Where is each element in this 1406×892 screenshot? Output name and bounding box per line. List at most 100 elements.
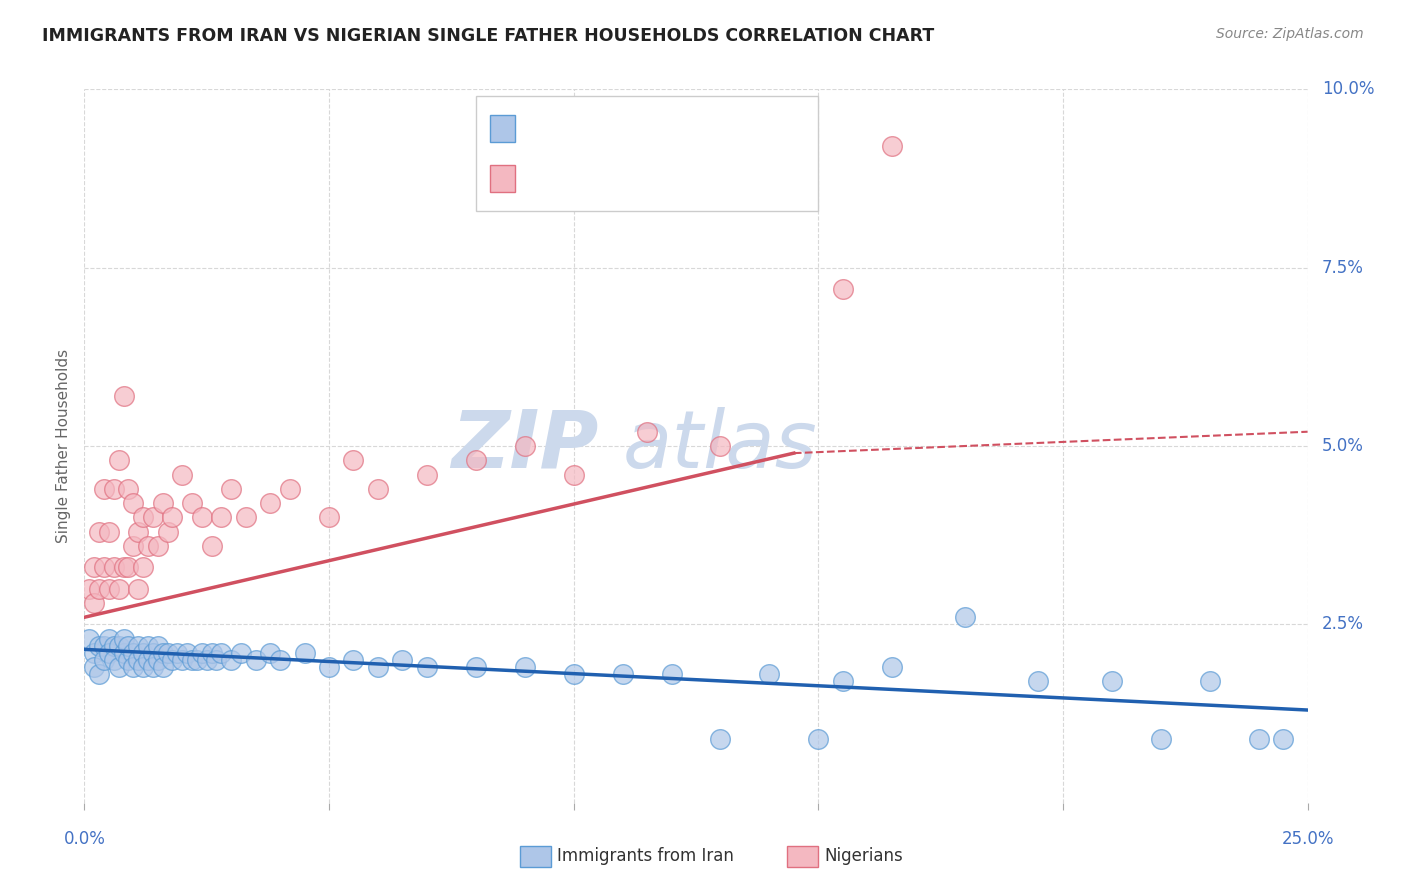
Point [112, 389, 135, 403]
Point [219, 482, 242, 496]
Point [122, 539, 145, 553]
Point [146, 653, 169, 667]
Point [152, 496, 174, 510]
Point [219, 653, 242, 667]
Point [1198, 674, 1220, 689]
Point [367, 660, 389, 674]
Point [235, 510, 257, 524]
Point [416, 660, 439, 674]
Point [953, 610, 976, 624]
Text: Nigerians: Nigerians [824, 847, 903, 865]
Point [661, 667, 683, 681]
Point [229, 646, 252, 660]
Point [181, 496, 204, 510]
Point [136, 639, 159, 653]
Text: 5.0%: 5.0% [1322, 437, 1364, 455]
Point [391, 653, 413, 667]
Point [93, 653, 115, 667]
Text: 25.0%: 25.0% [1281, 830, 1334, 847]
Point [172, 653, 194, 667]
Point [127, 639, 149, 653]
Point [176, 646, 198, 660]
Point [122, 646, 145, 660]
Point [132, 646, 155, 660]
Point [117, 653, 139, 667]
Point [1101, 674, 1123, 689]
Point [107, 453, 129, 467]
Text: IMMIGRANTS FROM IRAN VS NIGERIAN SINGLE FATHER HOUSEHOLDS CORRELATION CHART: IMMIGRANTS FROM IRAN VS NIGERIAN SINGLE … [42, 27, 935, 45]
Point [191, 510, 214, 524]
Point [117, 482, 139, 496]
Point [1150, 731, 1173, 746]
Point [162, 510, 184, 524]
Point [103, 482, 125, 496]
Point [166, 646, 188, 660]
Text: atlas: atlas [623, 407, 817, 485]
Point [1272, 731, 1295, 746]
Point [562, 667, 585, 681]
Text: Source: ZipAtlas.com: Source: ZipAtlas.com [1216, 27, 1364, 41]
Point [122, 660, 145, 674]
Point [612, 667, 634, 681]
Point [1028, 674, 1050, 689]
Point [513, 660, 536, 674]
Point [132, 510, 155, 524]
Point [416, 467, 439, 482]
Point [200, 646, 222, 660]
Point [132, 560, 155, 574]
Point [636, 425, 658, 439]
Point [83, 660, 105, 674]
Point [259, 496, 281, 510]
Point [318, 510, 340, 524]
Point [807, 731, 830, 746]
Point [107, 660, 129, 674]
Point [127, 582, 149, 596]
Point [83, 596, 105, 610]
Point [112, 632, 135, 646]
Point [172, 467, 194, 482]
Point [146, 639, 169, 653]
Point [107, 582, 129, 596]
Point [464, 660, 486, 674]
Point [709, 439, 731, 453]
Point [880, 139, 903, 153]
Point [77, 582, 100, 596]
Point [142, 660, 165, 674]
Point [136, 539, 159, 553]
Point [83, 646, 105, 660]
Point [83, 560, 105, 574]
Point [195, 653, 218, 667]
Point [97, 632, 120, 646]
Point [103, 653, 125, 667]
Text: Immigrants from Iran: Immigrants from Iran [557, 847, 734, 865]
Text: 0.0%: 0.0% [63, 830, 105, 847]
Y-axis label: Single Father Households: Single Father Households [56, 349, 72, 543]
Point [103, 639, 125, 653]
Point [152, 646, 174, 660]
Point [259, 646, 281, 660]
Point [186, 653, 208, 667]
Point [367, 482, 389, 496]
Point [87, 524, 110, 539]
Point [132, 660, 155, 674]
Point [209, 646, 232, 660]
Point [1247, 731, 1270, 746]
Point [156, 646, 179, 660]
Point [156, 524, 179, 539]
Point [87, 582, 110, 596]
Point [342, 653, 364, 667]
Point [278, 482, 301, 496]
Point [318, 660, 340, 674]
Point [294, 646, 316, 660]
Point [181, 653, 204, 667]
Point [112, 560, 135, 574]
Point [142, 510, 165, 524]
Point [93, 639, 115, 653]
Text: R = -0.301   N = 71: R = -0.301 N = 71 [526, 120, 689, 137]
Point [464, 453, 486, 467]
Point [103, 560, 125, 574]
Point [127, 524, 149, 539]
Text: 2.5%: 2.5% [1322, 615, 1364, 633]
Point [93, 560, 115, 574]
Point [146, 539, 169, 553]
